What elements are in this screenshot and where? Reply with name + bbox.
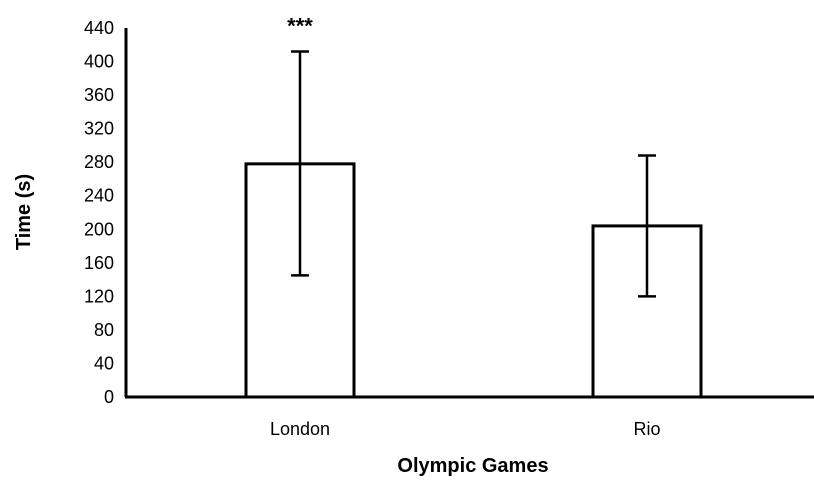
y-tick-label: 120 (84, 286, 114, 306)
y-tick-label: 400 (84, 52, 114, 72)
y-tick-label: 0 (104, 387, 114, 407)
error-bar-rio (638, 154, 656, 298)
y-axis-ticks: 0 40 80 120 160 200 240 280 320 360 400 440 (84, 18, 114, 407)
significance-marker: *** (287, 13, 313, 38)
annotations-group: *** (287, 13, 313, 38)
bars-group (244, 162, 703, 399)
y-tick-label: 440 (84, 18, 114, 38)
y-axis-title: Time (s) (13, 174, 35, 250)
y-tick-label: 360 (84, 85, 114, 105)
y-tick-label: 80 (94, 320, 114, 340)
y-tick-label: 200 (84, 219, 114, 239)
x-tick-label-london: London (270, 419, 330, 439)
y-tick-label: 160 (84, 253, 114, 273)
y-tick-label: 240 (84, 186, 114, 206)
x-tick-label-rio: Rio (633, 419, 660, 439)
y-tick-label: 40 (94, 353, 114, 373)
error-bars-group (291, 50, 656, 298)
y-tick-label: 320 (84, 119, 114, 139)
y-tick-label: 280 (84, 152, 114, 172)
x-axis-ticks: London Rio (270, 419, 661, 439)
x-axis-title: Olympic Games (397, 455, 548, 477)
error-bar-london (291, 50, 309, 277)
